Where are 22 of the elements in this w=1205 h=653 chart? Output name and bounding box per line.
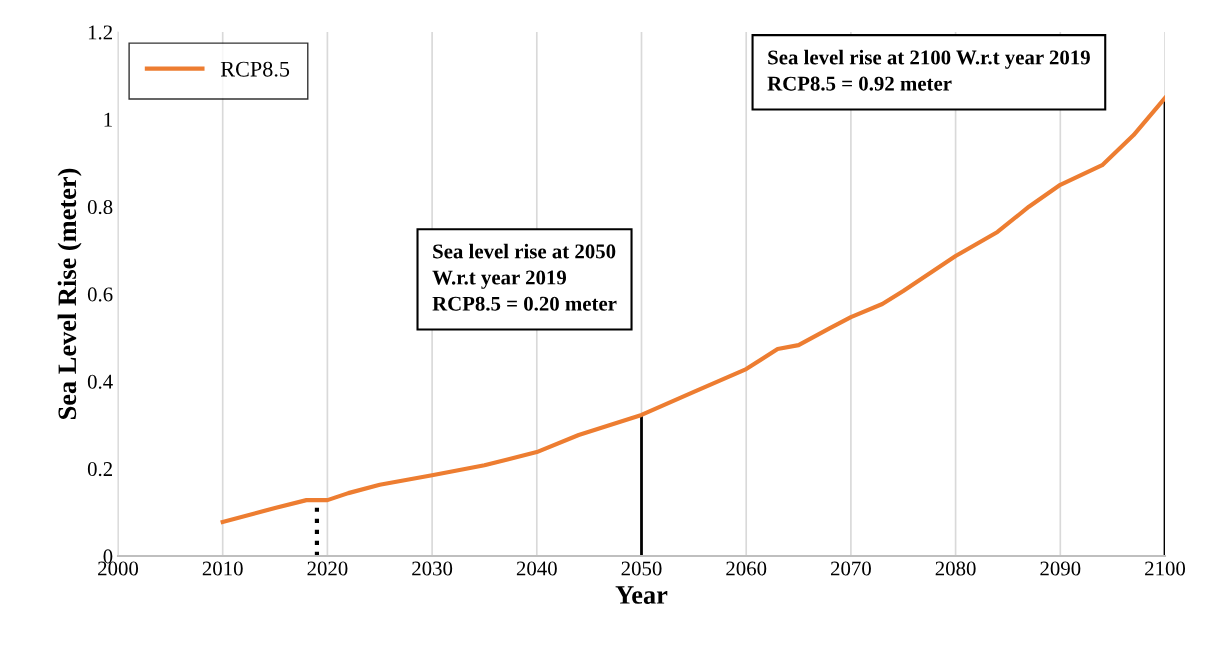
line-series [220,95,1165,525]
x-tick-label: 2010 [202,561,243,576]
y-tick-label: 0.4 [87,374,113,389]
y-tick-label: 0.2 [87,462,112,477]
y-tick-label: 0.8 [87,200,113,215]
annotation: Sea level rise at 2050 W.r.t year 2019 RCP8.5 = 0.20 meter [432,243,617,311]
x-tick-label: 2030 [412,561,453,576]
annotation: Sea level rise at 2100 W.r.t year 2019 RCP8.5 = 0.92 meter [767,49,1090,91]
y-axis-title: Sea Level Rise (meter) [57,168,82,419]
y-tick-label: 0.6 [87,287,113,302]
x-tick-label: 2100 [1145,561,1186,576]
x-tick-label: 2020 [307,561,348,576]
y-tick-label: 1.2 [88,25,112,40]
legend-label: RCP8.5 [220,61,290,77]
x-axis-title: Year [615,586,668,604]
x-tick-label: 2060 [726,561,767,576]
y-tick-label: 1 [104,112,112,127]
x-tick-label: 2080 [935,561,976,576]
x-tick-label: 2050 [621,561,662,576]
x-tick-label: 2040 [516,561,557,576]
x-tick-label: 2070 [830,561,871,576]
x-tick-label: 2090 [1040,561,1081,576]
